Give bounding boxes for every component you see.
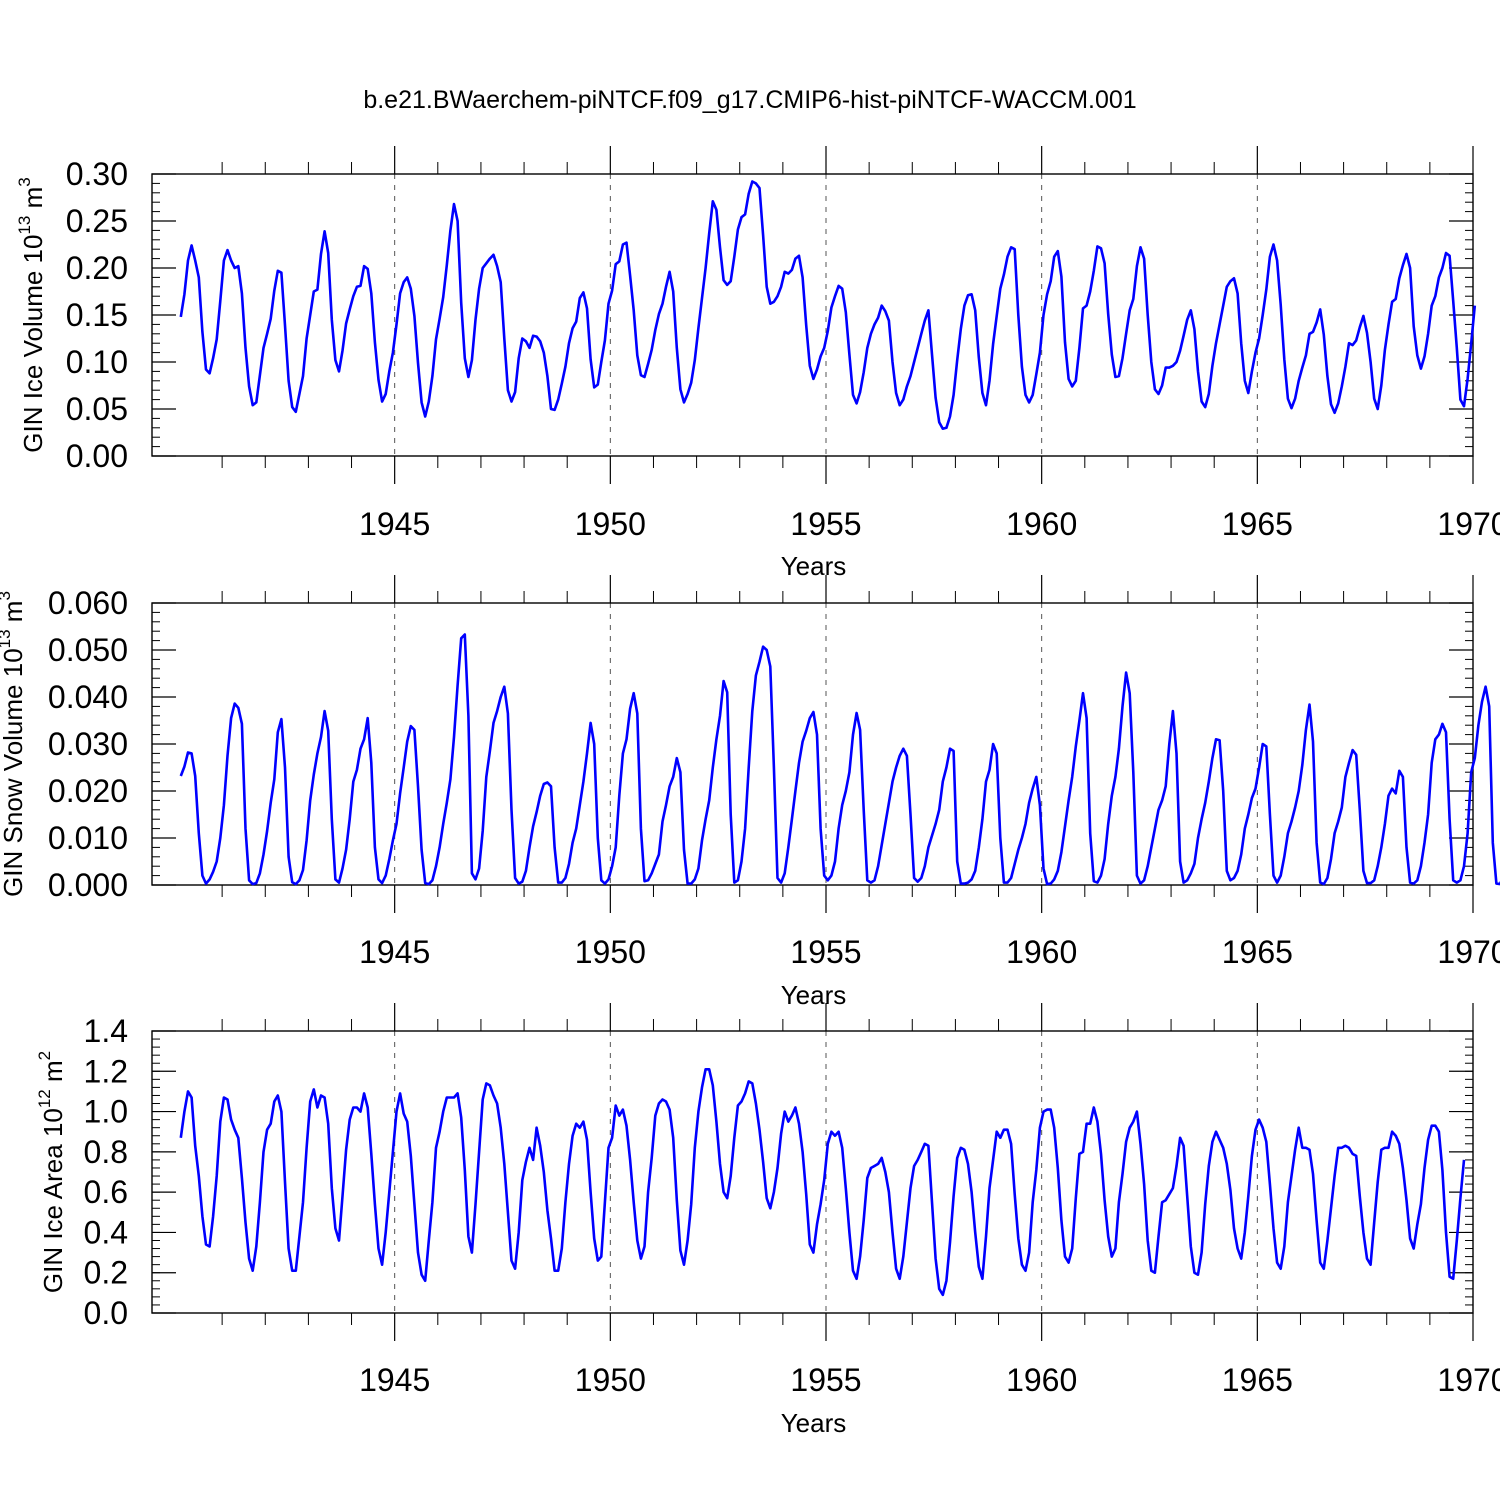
y-axis-title: GIN Ice Area 1012 m2 [35, 1051, 68, 1293]
chart-panel-2: 0.000 0.010 0.020 0.030 0.040 0.050 0.060 1945 1… [0, 575, 1500, 1010]
y-tick-label: 0.30 [66, 156, 128, 192]
x-tick-label: 1965 [1222, 934, 1293, 970]
x-tick-label: 1950 [575, 934, 646, 970]
series-line-1 [179, 180, 1477, 431]
y-tick-label: 0.00 [66, 438, 128, 474]
x-tick-label: 1960 [1006, 506, 1077, 542]
y-tick-label: 1.0 [84, 1094, 128, 1130]
x-tick-label: 1945 [359, 934, 430, 970]
y-tick-label: 0.8 [84, 1134, 128, 1170]
y-tick-label: 0.030 [48, 726, 128, 762]
x-tick-label: 1955 [790, 934, 861, 970]
y-tick-label: 0.20 [66, 250, 128, 286]
y-axis-title: GIN Snow Volume 1013 m3 [0, 591, 28, 897]
y-tick-label: 0.050 [48, 632, 128, 668]
y-tick-label: 1.4 [84, 1013, 128, 1049]
x-tick-label: 1960 [1006, 934, 1077, 970]
y-axis-title: GIN Ice Volume 1013 m3 [15, 177, 48, 453]
series-line-2 [179, 633, 1500, 886]
y-tick-label: 0.25 [66, 203, 128, 239]
x-axis-title: Years [781, 980, 847, 1010]
x-tick-label: 1970 [1437, 506, 1500, 542]
x-tick-label: 1970 [1437, 1362, 1500, 1398]
x-tick-label: 1945 [359, 506, 430, 542]
x-tick-label: 1950 [575, 1362, 646, 1398]
x-tick-label: 1965 [1222, 1362, 1293, 1398]
y-tick-label: 0.000 [48, 867, 128, 903]
y-tick-label: 0.040 [48, 679, 128, 715]
series-line-3 [179, 1068, 1466, 1297]
x-tick-label: 1955 [790, 1362, 861, 1398]
plot-frame [151, 602, 1474, 886]
x-tick-label: 1950 [575, 506, 646, 542]
y-tick-label: 0.020 [48, 773, 128, 809]
y-tick-label: 0.4 [84, 1214, 128, 1250]
y-tick-label: 0.2 [84, 1255, 128, 1291]
y-tick-label: 0.0 [84, 1295, 128, 1331]
x-tick-label: 1945 [359, 1362, 430, 1398]
figure-title: b.e21.BWaerchem-piNTCF.f09_g17.CMIP6-his… [363, 86, 1137, 114]
x-tick-label: 1955 [790, 506, 861, 542]
chart-panel-1: 0.00 0.05 0.10 0.15 0.20 0.25 0.30 1945 1950 1955… [15, 146, 1500, 581]
x-tick-label: 1965 [1222, 506, 1293, 542]
y-tick-label: 0.10 [66, 344, 128, 380]
chart-panel-3: 0.0 0.2 0.4 0.6 0.8 1.0 1.2 1.4 1945 1950 1955 1960… [35, 1003, 1500, 1438]
y-tick-label: 0.060 [48, 585, 128, 621]
y-tick-label: 0.05 [66, 391, 128, 427]
x-axis-title: Years [781, 551, 847, 581]
y-tick-label: 0.010 [48, 820, 128, 856]
x-axis-title: Years [781, 1408, 847, 1438]
plot-frame [151, 173, 1474, 457]
y-tick-label: 1.2 [84, 1053, 128, 1089]
x-tick-label: 1960 [1006, 1362, 1077, 1398]
plot-frame [151, 1030, 1474, 1314]
x-tick-label: 1970 [1437, 934, 1500, 970]
y-tick-label: 0.6 [84, 1174, 128, 1210]
y-tick-label: 0.15 [66, 297, 128, 333]
